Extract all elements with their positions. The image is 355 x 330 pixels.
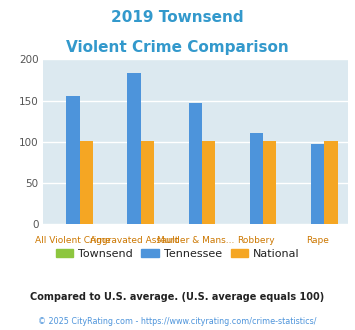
Bar: [263, 141, 277, 224]
Bar: [324, 141, 338, 224]
Bar: [141, 141, 154, 224]
Text: Murder & Mans...: Murder & Mans...: [157, 236, 234, 245]
Bar: [202, 141, 215, 224]
Text: Compared to U.S. average. (U.S. average equals 100): Compared to U.S. average. (U.S. average …: [31, 292, 324, 302]
Bar: [127, 73, 141, 224]
Text: Rape: Rape: [306, 236, 329, 245]
Bar: [311, 144, 324, 224]
Text: Aggravated Assault: Aggravated Assault: [90, 236, 179, 245]
Bar: [250, 133, 263, 224]
Legend: Townsend, Tennessee, National: Townsend, Tennessee, National: [51, 245, 304, 263]
Text: Robbery: Robbery: [237, 236, 275, 245]
Bar: [66, 96, 80, 224]
Text: 2019 Townsend: 2019 Townsend: [111, 10, 244, 25]
Bar: [189, 103, 202, 224]
Text: © 2025 CityRating.com - https://www.cityrating.com/crime-statistics/: © 2025 CityRating.com - https://www.city…: [38, 317, 317, 326]
Text: All Violent Crime: All Violent Crime: [35, 236, 111, 245]
Bar: [80, 141, 93, 224]
Text: Violent Crime Comparison: Violent Crime Comparison: [66, 40, 289, 54]
